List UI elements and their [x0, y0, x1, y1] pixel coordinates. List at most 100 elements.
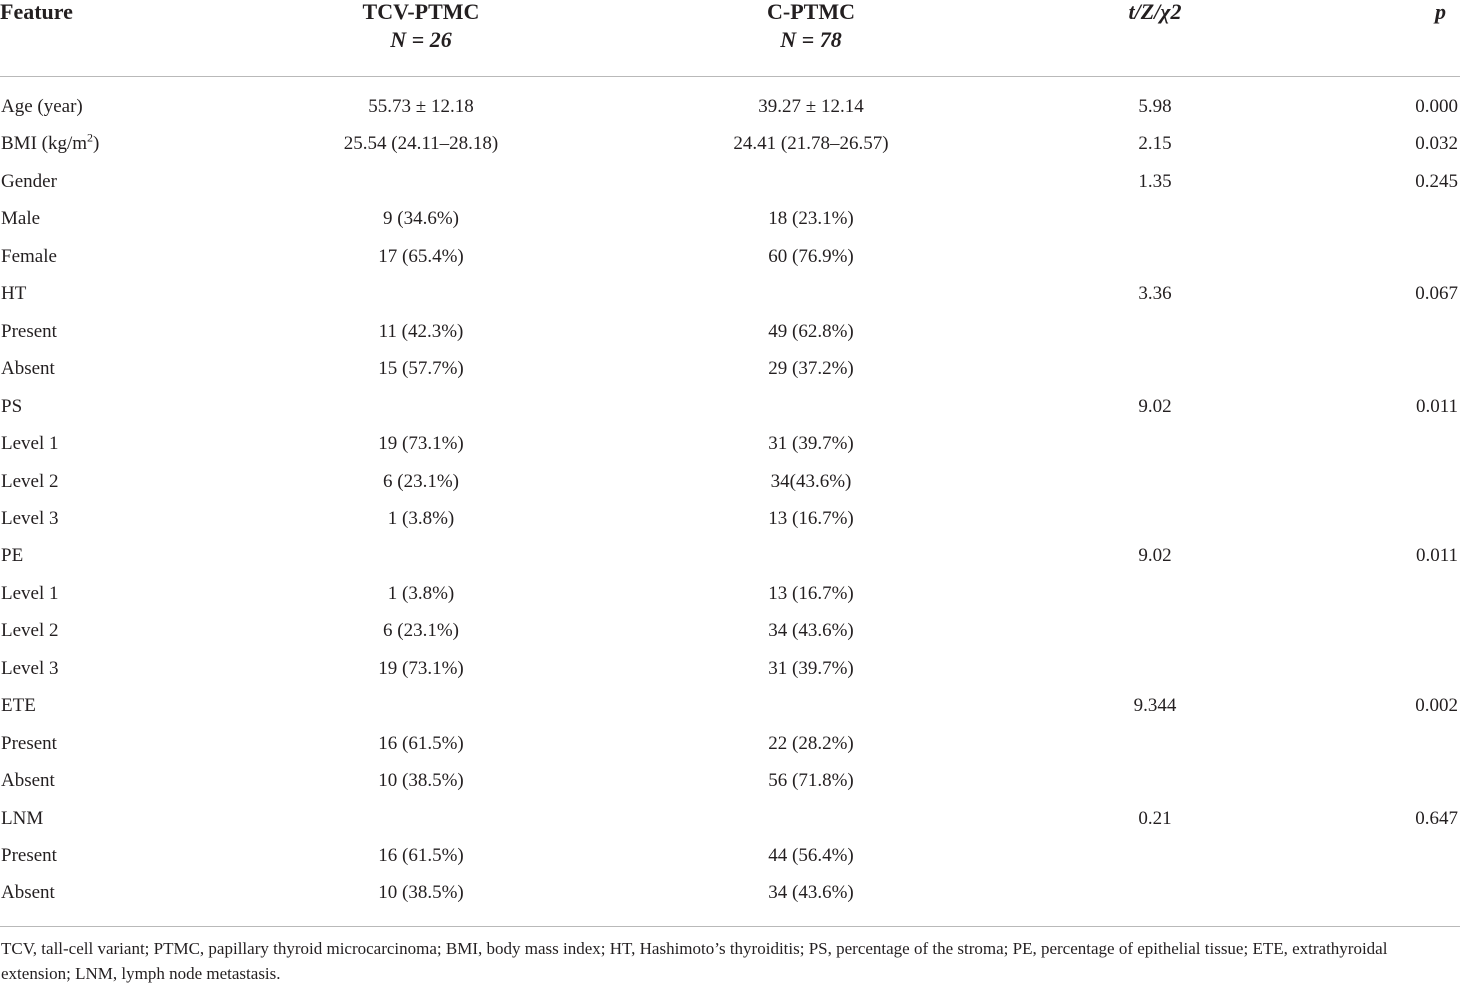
table-row: Present 16 (61.5%) 44 (56.4%) — [0, 844, 1460, 881]
header-p-value: p — [1435, 0, 1446, 24]
statistic-cell: 2.15 — [1138, 133, 1172, 155]
tcv-ptmc-cell: 19 (73.1%) — [378, 657, 464, 679]
feature-cell: Male — [1, 207, 40, 231]
feature-label: Absent — [1, 358, 55, 380]
header-statistic: t/Z/χ2 — [1128, 0, 1182, 24]
c-ptmc-cell: 39.27 ± 12.14 — [758, 96, 864, 117]
feature-cell: Present — [1, 320, 57, 344]
header-group2-name: C-PTMC — [767, 0, 855, 24]
feature-label: Gender — [1, 170, 57, 192]
feature-label: Level 2 — [1, 470, 59, 492]
tcv-ptmc-cell: 10 (38.5%) — [378, 770, 464, 792]
header-group1-name: TCV-PTMC — [362, 0, 480, 24]
p-value-cell: 0.032 — [1415, 133, 1458, 155]
feature-cell: HT — [1, 282, 26, 306]
feature-cell: Level 3 — [1, 507, 59, 531]
feature-label: PS — [1, 395, 23, 417]
c-ptmc-cell: 24.41 (21.78–26.57) — [733, 133, 889, 155]
feature-label: Level 3 — [1, 507, 59, 529]
table-header: Feature TCV-PTMC N = 26 C-PTMC N = 78 t/… — [0, 0, 1460, 77]
feature-cell: Age (year) — [1, 95, 83, 119]
header-group2-n: N = 78 — [780, 27, 842, 52]
feature-cell: Absent — [1, 769, 55, 793]
table-row: Level 3 1 (3.8%) 13 (16.7%) — [0, 507, 1460, 544]
table-row: Present 16 (61.5%) 22 (28.2%) — [0, 732, 1460, 769]
table-row: Gender 1.35 0.245 — [0, 170, 1460, 207]
c-ptmc-cell: 18 (23.1%) — [768, 208, 854, 230]
tcv-ptmc-cell: 17 (65.4%) — [378, 245, 464, 267]
feature-label: Present — [1, 845, 57, 866]
feature-cell: Level 2 — [1, 619, 59, 643]
c-ptmc-cell: 29 (37.2%) — [768, 358, 854, 380]
header-group2: C-PTMC N = 78 — [680, 0, 942, 54]
feature-label: ETE — [1, 695, 36, 717]
table-row: Level 2 6 (23.1%) 34 (43.6%) — [0, 619, 1460, 656]
feature-cell: Present — [1, 732, 57, 756]
statistic-cell: 5.98 — [1138, 96, 1172, 117]
statistic-cell: 9.02 — [1138, 395, 1172, 417]
feature-label: Absent — [1, 770, 55, 792]
feature-label: Level 1 — [1, 582, 59, 604]
statistic-cell: 1.35 — [1138, 170, 1172, 192]
tcv-ptmc-cell: 10 (38.5%) — [378, 882, 464, 904]
header-feature: Feature — [0, 0, 73, 24]
tcv-ptmc-cell: 25.54 (24.11–28.18) — [343, 133, 499, 155]
table-row: PS 9.02 0.011 — [0, 395, 1460, 432]
c-ptmc-cell: 31 (39.7%) — [768, 657, 854, 679]
table-row: Level 3 19 (73.1%) 31 (39.7%) — [0, 657, 1460, 694]
feature-cell: PS — [1, 395, 22, 419]
c-ptmc-cell: 49 (62.8%) — [768, 320, 854, 342]
c-ptmc-cell: 56 (71.8%) — [768, 770, 854, 792]
feature-cell: LNM — [1, 807, 43, 831]
p-value-cell: 0.647 — [1415, 807, 1458, 829]
table-row: Level 2 6 (23.1%) 34(43.6%) — [0, 470, 1460, 507]
p-value-cell: 0.067 — [1415, 283, 1458, 305]
table-row: Age (year) 55.73 ± 12.18 39.27 ± 12.14 5.98… — [0, 95, 1460, 132]
feature-cell: Level 3 — [1, 657, 59, 681]
statistic-cell: 9.344 — [1133, 695, 1177, 717]
c-ptmc-cell: 22 (28.2%) — [768, 732, 854, 754]
table-row: ETE 9.344 0.002 — [0, 694, 1460, 731]
feature-label: HT — [1, 283, 27, 305]
tcv-ptmc-cell: 9 (34.6%) — [383, 208, 459, 230]
c-ptmc-cell: 34(43.6%) — [770, 470, 852, 492]
tcv-ptmc-cell: 1 (3.8%) — [387, 507, 455, 529]
feature-label: BMI (kg/m — [1, 133, 88, 155]
c-ptmc-cell: 13 (16.7%) — [768, 582, 854, 604]
feature-cell: Level 2 — [1, 470, 59, 494]
tcv-ptmc-cell: 11 (42.3%) — [378, 320, 464, 342]
table-footnote: TCV, tall-cell variant; PTMC, papillary … — [1, 939, 1388, 983]
table-row: Level 1 19 (73.1%) 31 (39.7%) — [0, 432, 1460, 469]
feature-cell: Level 1 — [1, 432, 59, 456]
c-ptmc-cell: 60 (76.9%) — [768, 245, 854, 267]
feature-label-tail: ) — [93, 133, 100, 155]
table-row: Level 1 1 (3.8%) 13 (16.7%) — [0, 582, 1460, 619]
c-ptmc-cell: 44 (56.4%) — [768, 845, 854, 866]
feature-label: Female — [1, 245, 57, 267]
tcv-ptmc-cell: 16 (61.5%) — [378, 845, 464, 866]
table-row: BMI (kg/m2) 25.54 (24.11–28.18) 24.41 (21.… — [0, 132, 1460, 169]
feature-label: Present — [1, 732, 57, 754]
statistic-cell: 3.36 — [1138, 283, 1172, 305]
feature-cell: Absent — [1, 881, 55, 905]
tcv-ptmc-cell: 1 (3.8%) — [387, 582, 455, 604]
p-value-cell: 0.002 — [1415, 695, 1458, 717]
feature-cell: Female — [1, 245, 57, 269]
tcv-ptmc-cell: 6 (23.1%) — [383, 620, 459, 642]
c-ptmc-cell: 34 (43.6%) — [768, 882, 854, 904]
table-row: Absent 10 (38.5%) 56 (71.8%) — [0, 769, 1460, 806]
c-ptmc-cell: 31 (39.7%) — [768, 433, 854, 455]
tcv-ptmc-cell: 19 (73.1%) — [378, 433, 464, 455]
feature-label: Age (year) — [1, 96, 83, 117]
feature-cell: ETE — [1, 694, 36, 718]
feature-cell: Level 1 — [1, 582, 59, 606]
c-ptmc-cell: 13 (16.7%) — [768, 507, 854, 529]
table-row: HT 3.36 0.067 — [0, 282, 1460, 319]
feature-label: LNM — [1, 807, 44, 829]
feature-label: Level 1 — [1, 433, 59, 455]
feature-label: PE — [1, 545, 24, 567]
feature-label: Level 2 — [1, 620, 59, 642]
table-row: PE 9.02 0.011 — [0, 544, 1460, 581]
feature-cell: BMI (kg/m2) — [1, 132, 99, 156]
feature-superscript: 2 — [87, 131, 94, 146]
